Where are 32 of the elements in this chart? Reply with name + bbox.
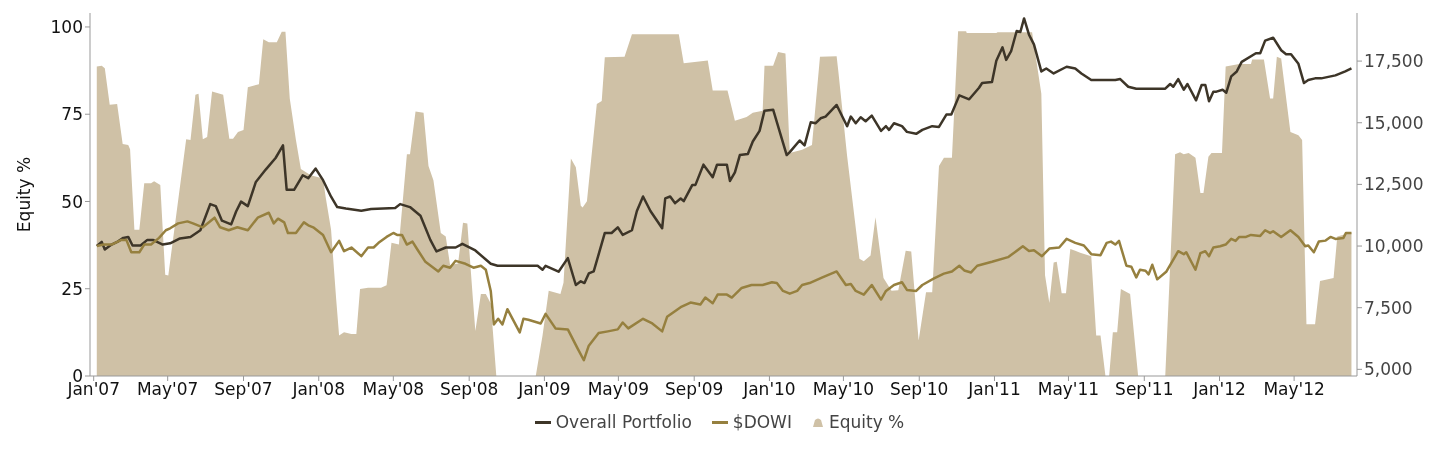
- y2-tick-label: 15,000: [1364, 112, 1424, 133]
- y2-tick-label: 10,000: [1364, 236, 1424, 257]
- legend-label: Equity %: [828, 412, 905, 432]
- x-tick-label: Jan'10: [742, 379, 796, 400]
- x-tick-label: May'12: [1263, 379, 1325, 400]
- y-tick-label: 25: [61, 278, 83, 299]
- x-tick-label: Jan'09: [517, 379, 571, 400]
- y2-tick-label: 5,000: [1364, 359, 1413, 380]
- x-tick-label: May'09: [587, 379, 650, 400]
- x-tick-label: May'08: [362, 379, 425, 400]
- line-series: [95, 211, 1353, 362]
- x-tick-label: Jan'12: [1192, 379, 1246, 400]
- x-tick-label: Sep'11: [1115, 379, 1174, 400]
- legend-label: $DOWI: [732, 412, 792, 432]
- x-tick-label: Sep'09: [665, 379, 724, 400]
- x-tick-label: May'07: [136, 379, 199, 400]
- y-tick-label: 75: [61, 104, 83, 125]
- y-tick-label: 100: [50, 17, 83, 37]
- y2-tick-label: 17,500: [1364, 51, 1424, 72]
- y2-tick-label: 7,500: [1364, 297, 1413, 318]
- x-tick-label: Sep'07: [214, 379, 273, 400]
- legend-label: Overall Portfolio: [555, 412, 692, 432]
- x-tick-label: Jan'08: [291, 379, 345, 400]
- x-tick-label: May'11: [1037, 379, 1100, 400]
- y-axis-title: Equity %: [14, 156, 35, 233]
- y-tick-label: 50: [61, 191, 83, 212]
- x-tick-label: May'10: [812, 379, 875, 400]
- x-tick-label: Sep'08: [440, 379, 499, 400]
- x-tick-label: Sep'10: [890, 379, 949, 400]
- y2-tick-label: 12,500: [1364, 174, 1424, 195]
- line-series: [95, 17, 1353, 287]
- x-tick-label: Jan'11: [967, 379, 1021, 400]
